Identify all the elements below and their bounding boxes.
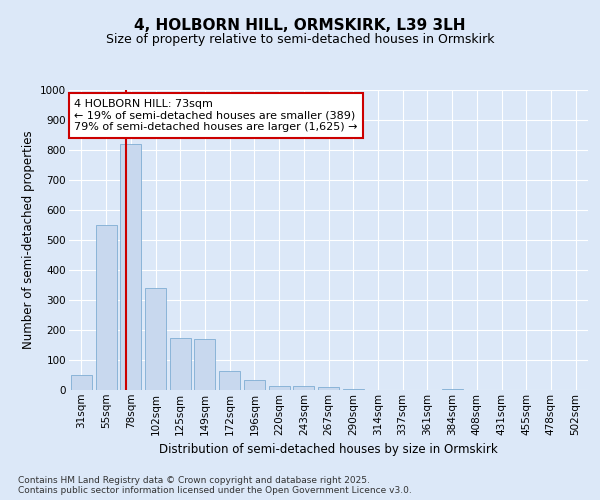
- Bar: [269, 386, 290, 390]
- Bar: [145, 288, 166, 390]
- Bar: [244, 380, 265, 390]
- Bar: [194, 339, 215, 390]
- X-axis label: Distribution of semi-detached houses by size in Ormskirk: Distribution of semi-detached houses by …: [159, 443, 498, 456]
- Bar: [219, 370, 240, 390]
- Bar: [170, 338, 191, 390]
- Text: 4 HOLBORN HILL: 73sqm
← 19% of semi-detached houses are smaller (389)
79% of sem: 4 HOLBORN HILL: 73sqm ← 19% of semi-deta…: [74, 99, 358, 132]
- Bar: [120, 144, 141, 390]
- Bar: [442, 388, 463, 390]
- Bar: [318, 387, 339, 390]
- Text: Size of property relative to semi-detached houses in Ormskirk: Size of property relative to semi-detach…: [106, 32, 494, 46]
- Y-axis label: Number of semi-detached properties: Number of semi-detached properties: [22, 130, 35, 350]
- Bar: [71, 375, 92, 390]
- Bar: [343, 388, 364, 390]
- Text: 4, HOLBORN HILL, ORMSKIRK, L39 3LH: 4, HOLBORN HILL, ORMSKIRK, L39 3LH: [134, 18, 466, 32]
- Text: Contains HM Land Registry data © Crown copyright and database right 2025.
Contai: Contains HM Land Registry data © Crown c…: [18, 476, 412, 495]
- Bar: [293, 386, 314, 390]
- Bar: [95, 225, 116, 390]
